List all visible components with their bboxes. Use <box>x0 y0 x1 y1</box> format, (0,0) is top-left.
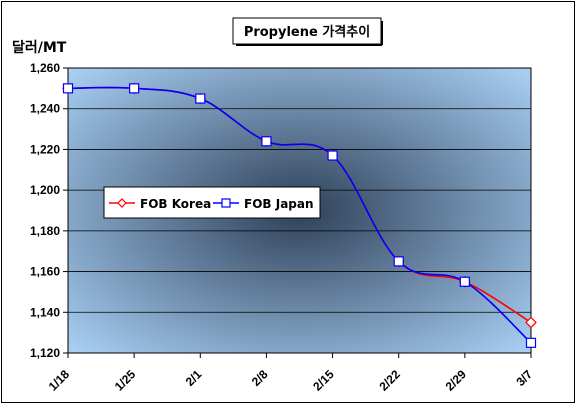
legend-marker-fob-japan <box>221 198 231 208</box>
y-tick-label: 1,120 <box>30 346 60 360</box>
data-point-fob-japan <box>459 276 470 287</box>
y-tick-label: 1,180 <box>30 224 60 238</box>
y-axis-label: 달러/MT <box>12 40 67 56</box>
legend-label-fob-korea: FOB Korea <box>140 197 211 211</box>
legend-box <box>103 186 321 219</box>
y-tick-label: 1,160 <box>30 265 60 279</box>
data-point-fob-japan <box>129 83 140 94</box>
legend-marker-fob-korea <box>117 198 127 208</box>
series-markers <box>62 82 537 348</box>
chart-title-box <box>232 17 382 45</box>
series-line-fob-japan <box>67 86 532 344</box>
data-point-fob-japan <box>525 337 537 348</box>
y-tick-label: 1,200 <box>30 183 60 197</box>
legend: FOB Korea FOB Japan <box>103 186 321 219</box>
data-point-fob-japan <box>261 136 272 147</box>
data-point-fob-japan <box>327 150 338 161</box>
y-tick-label: 1,240 <box>30 102 60 116</box>
y-tick-labels: 1,120 1,140 1,160 1,180 1,200 1,220 1,240 1,260 <box>30 61 60 360</box>
data-point-fob-japan <box>195 93 206 104</box>
data-point-fob-korea <box>525 316 537 329</box>
data-point-fob-japan <box>393 256 404 267</box>
series-lines <box>67 86 532 344</box>
data-point-fob-japan <box>62 83 74 94</box>
y-tick-label: 1,260 <box>30 61 60 75</box>
chart-title: Propylene 가격추이 <box>244 24 370 40</box>
grid-lines <box>63 67 532 358</box>
y-tick-label: 1,140 <box>30 305 60 319</box>
y-tick-label: 1,220 <box>30 142 60 156</box>
legend-label-fob-japan: FOB Japan <box>244 197 314 211</box>
